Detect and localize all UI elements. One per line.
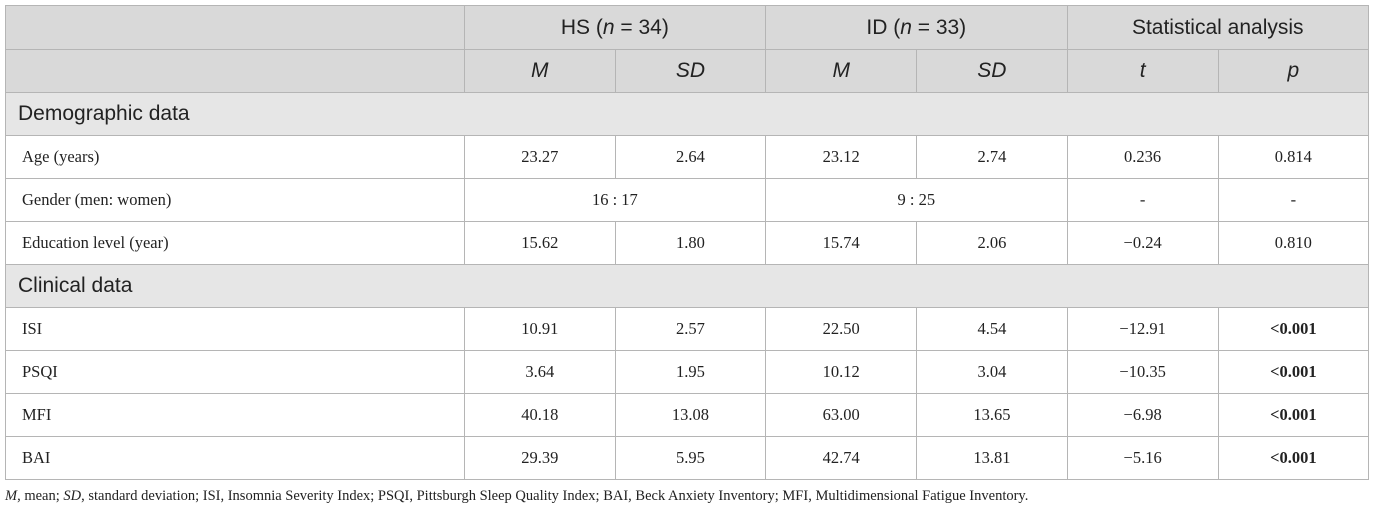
row-label: Education level (year): [5, 221, 465, 265]
table-row-gender: Gender (men: women) 16 : 17 9 : 25 - -: [5, 178, 1370, 222]
cell-id-sd: 2.06: [916, 221, 1068, 265]
table-footnote: M, mean; SD, standard deviation; ISI, In…: [5, 488, 1029, 504]
cell-hs-sd: 1.95: [614, 350, 767, 394]
cell-t: −0.24: [1066, 221, 1219, 265]
cell-t: 0.236: [1066, 135, 1219, 179]
header-group-id: ID (n = 33): [765, 5, 1068, 50]
cell-hs-sd: 2.57: [614, 307, 767, 351]
cell-id-mean: 42.74: [765, 436, 918, 480]
cell-hs-mean: 10.91: [463, 307, 616, 351]
table-row-isi: ISI 10.91 2.57 22.50 4.54 −12.91 <0.001: [5, 307, 1370, 351]
table-row-mfi: MFI 40.18 13.08 63.00 13.65 −6.98 <0.001: [5, 393, 1370, 437]
cell-id-mean: 15.74: [765, 221, 918, 265]
row-label: Age (years): [5, 135, 465, 179]
cell-p: <0.001: [1217, 350, 1370, 394]
cell-p: <0.001: [1217, 436, 1370, 480]
cell-t: −12.91: [1066, 307, 1219, 351]
row-label: ISI: [5, 307, 465, 351]
cell-hs-sd: 5.95: [614, 436, 767, 480]
cell-id-mean: 10.12: [765, 350, 918, 394]
header-hs-sd: SD: [614, 49, 767, 93]
row-label: PSQI: [5, 350, 465, 394]
cell-id-sd: 4.54: [916, 307, 1068, 351]
cell-p: -: [1217, 178, 1370, 222]
table-row-psqi: PSQI 3.64 1.95 10.12 3.04 −10.35 <0.001: [5, 350, 1370, 394]
section-clinical: Clinical data: [5, 264, 1369, 308]
cell-hs-mean: 23.27: [463, 135, 616, 179]
table-container: HS (n = 34) ID (n = 33) Statistical anal…: [5, 5, 1370, 480]
header-id-mean: M: [765, 49, 918, 93]
cell-p: 0.810: [1217, 221, 1370, 265]
table-row-bai: BAI 29.39 5.95 42.74 13.81 −5.16 <0.001: [5, 436, 1370, 480]
section-title: Clinical data: [5, 264, 1369, 308]
cell-id-sd: 13.65: [916, 393, 1068, 437]
header-p: p: [1217, 49, 1370, 93]
cell-t: −6.98: [1066, 393, 1219, 437]
cell-t: -: [1066, 178, 1219, 222]
table-row-education: Education level (year) 15.62 1.80 15.74 …: [5, 221, 1370, 265]
table-row-age: Age (years) 23.27 2.64 23.12 2.74 0.236 …: [5, 135, 1370, 179]
header-row-groups: HS (n = 34) ID (n = 33) Statistical anal…: [5, 5, 1369, 50]
row-label: MFI: [5, 393, 465, 437]
cell-hs-mean: 29.39: [463, 436, 616, 480]
cell-hs-sd: 13.08: [614, 393, 767, 437]
header-id-sd: SD: [916, 49, 1068, 93]
cell-t: −5.16: [1066, 436, 1219, 480]
comparison-table: HS (n = 34) ID (n = 33) Statistical anal…: [5, 5, 1370, 480]
header-row-measures: M SD M SD t p: [5, 49, 1370, 93]
header-hs-mean: M: [463, 49, 616, 93]
cell-hs-mean: 15.62: [463, 221, 616, 265]
cell-hs-ratio: 16 : 17: [463, 178, 767, 222]
cell-hs-sd: 2.64: [614, 135, 767, 179]
cell-hs-mean: 3.64: [463, 350, 616, 394]
cell-id-sd: 13.81: [916, 436, 1068, 480]
cell-id-ratio: 9 : 25: [765, 178, 1068, 222]
header-empty-cell: [5, 49, 465, 93]
cell-id-mean: 22.50: [765, 307, 918, 351]
header-empty-cell: [5, 5, 465, 50]
header-statistical-analysis: Statistical analysis: [1066, 5, 1369, 50]
header-group-hs: HS (n = 34): [463, 5, 767, 50]
cell-hs-sd: 1.80: [614, 221, 767, 265]
cell-p: <0.001: [1217, 307, 1370, 351]
section-title: Demographic data: [5, 92, 1369, 136]
row-label: BAI: [5, 436, 465, 480]
header-t: t: [1066, 49, 1219, 93]
cell-t: −10.35: [1066, 350, 1219, 394]
cell-id-mean: 63.00: [765, 393, 918, 437]
cell-id-sd: 2.74: [916, 135, 1068, 179]
cell-hs-mean: 40.18: [463, 393, 616, 437]
cell-id-mean: 23.12: [765, 135, 918, 179]
cell-p: 0.814: [1217, 135, 1370, 179]
section-demographic: Demographic data: [5, 92, 1369, 136]
cell-id-sd: 3.04: [916, 350, 1068, 394]
cell-p: <0.001: [1217, 393, 1370, 437]
row-label: Gender (men: women): [5, 178, 465, 222]
